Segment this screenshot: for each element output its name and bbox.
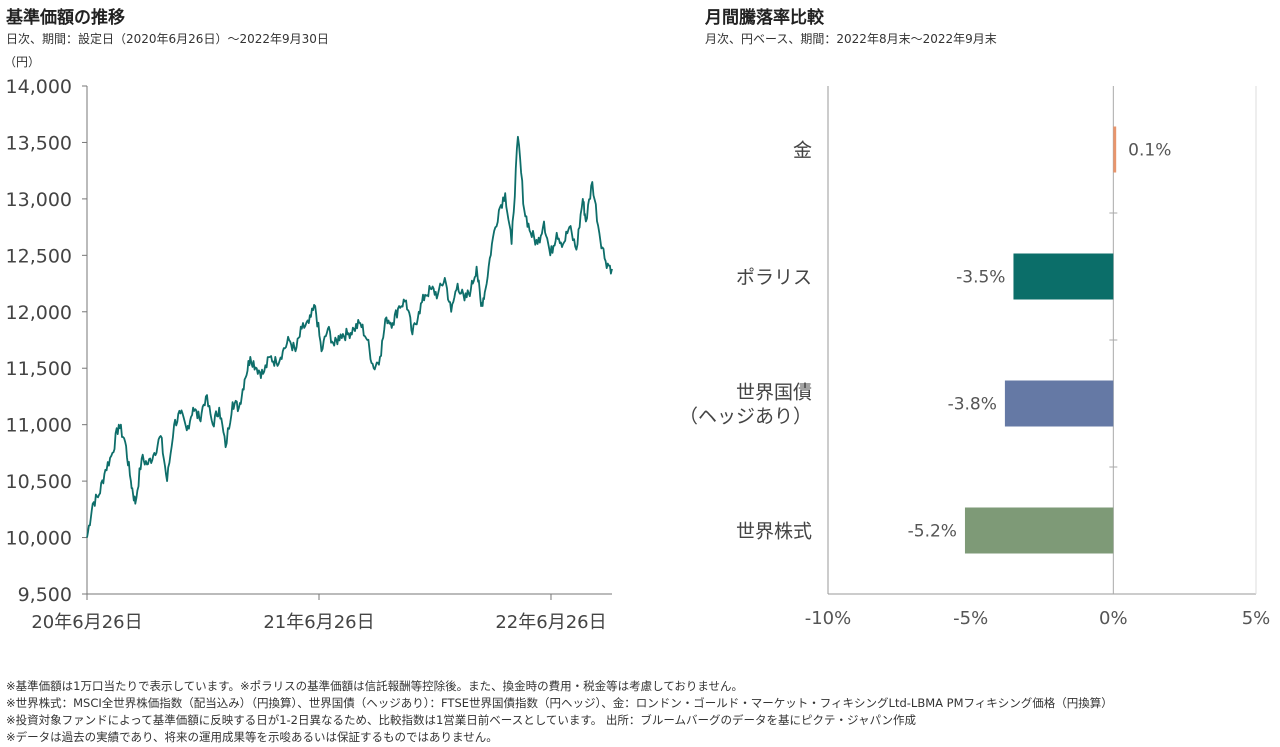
footnote-1: ※基準価額は1万口当たりで表示しています。※ポラリスの基準価額は信託報酬等控除後…	[6, 679, 744, 693]
y-tick-label: 11,500	[6, 358, 72, 380]
line-chart-subtitle: 日次、期間：設定日（2020年6月26日）～2022年9月30日	[6, 32, 329, 46]
x-tick-label: 5%	[1242, 608, 1271, 629]
x-tick-label: 22年6月26日	[495, 612, 606, 633]
y-tick-label: 10,000	[6, 528, 72, 550]
y-tick-label: 11,000	[6, 415, 72, 437]
y-tick-label: 13,000	[6, 189, 72, 211]
nav-series-line	[86, 135, 613, 538]
category-label: （ヘッジあり）	[679, 406, 812, 428]
bar-3	[964, 507, 1114, 554]
footnotes: ※基準価額は1万口当たりで表示しています。※ポラリスの基準価額は信託報酬等控除後…	[6, 678, 1113, 746]
bar-value-label: -3.5%	[956, 268, 1005, 288]
footnote-4: ※データは過去の実績であり、将来の運用成果等を示唆あるいは保証するものではありま…	[6, 730, 498, 744]
footnote-3: ※投資対象ファンドによって基準価額に反映する日が1-2日異なるため、比較指数は1…	[6, 713, 917, 727]
line-chart-title: 基準価額の推移	[6, 8, 125, 28]
return-bar-chart: -10% -5% 0% 5% 0.1% 金 -3.5% ポラリス -3.8% 世界国債（ヘッジあり…	[679, 86, 1271, 629]
y-tick-label: 12,000	[6, 302, 72, 324]
y-tick-label: 9,500	[18, 584, 72, 606]
x-tick-label: 20年6月26日	[31, 612, 142, 633]
y-tick-label: 13,500	[6, 132, 72, 154]
x-tick-label: -5%	[953, 608, 988, 629]
y-axis-unit-label: （円）	[4, 55, 41, 69]
bar-value-label: 0.1%	[1128, 141, 1171, 161]
nav-line-chart: 9,500 10,000 10,500 11,000 11,500 12,000 12,50…	[6, 76, 613, 633]
bar-value-label: -5.2%	[908, 522, 957, 542]
category-label: 世界株式	[736, 521, 812, 543]
footnote-2: ※世界株式：MSCI全世界株価指数（配当込み）（円換算）、世界国債（ヘッジあり）…	[6, 696, 1113, 710]
x-tick-label: 0%	[1099, 608, 1128, 629]
category-label: 世界国債	[736, 382, 812, 404]
bar-1	[1013, 253, 1114, 300]
y-tick-label: 10,500	[6, 471, 72, 493]
category-label: ポラリス	[736, 267, 812, 289]
bar-chart-subtitle: 月次、円ベース、期間：2022年8月末～2022年9月末	[705, 32, 997, 46]
x-tick-label: -10%	[805, 608, 852, 629]
category-label: 金	[793, 140, 812, 162]
x-tick-label: 21年6月26日	[263, 612, 374, 633]
y-tick-label: 14,000	[6, 76, 72, 98]
bar-value-label: -3.8%	[948, 395, 997, 415]
y-tick-label: 12,500	[6, 245, 72, 267]
bar-2	[1004, 380, 1114, 427]
bar-0	[1113, 126, 1117, 173]
bar-chart-title: 月間騰落率比較	[705, 8, 824, 28]
